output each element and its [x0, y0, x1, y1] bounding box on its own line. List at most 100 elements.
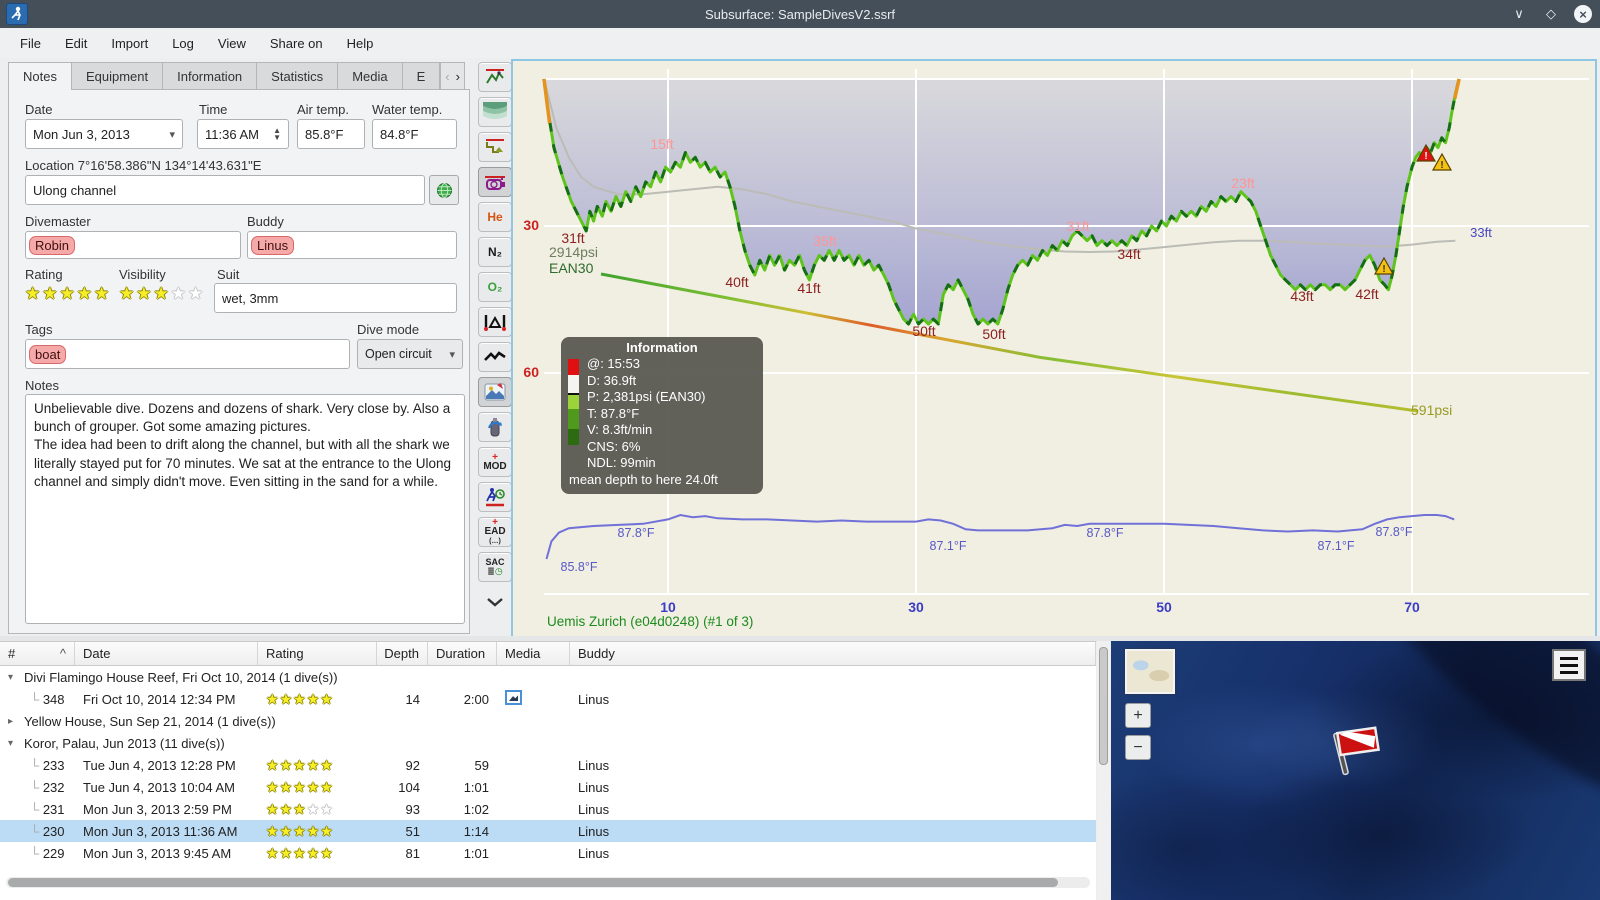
- tag-boat[interactable]: boat: [29, 344, 67, 364]
- trip-row[interactable]: ▾ Koror, Palau, Jun 2013 (11 dive(s)): [8, 735, 225, 751]
- dive-row-233[interactable]: └ 233 Tue Jun 4, 2013 12:28 PM ★★★★★ 92 59 Li…: [30, 756, 610, 773]
- spin-arrows-icon[interactable]: ▲ ▼: [273, 125, 281, 142]
- dive-profile-icon[interactable]: [478, 62, 512, 92]
- tab-notes[interactable]: Notes: [8, 62, 72, 90]
- air-temp-field[interactable]: 85.8°F: [297, 119, 365, 149]
- he-graph-icon[interactable]: He: [478, 202, 512, 232]
- dive-mode-select[interactable]: Open circuit ▾: [357, 339, 463, 369]
- close-icon[interactable]: ×: [1574, 5, 1592, 23]
- rating-label: Rating: [25, 267, 63, 282]
- ead-icon[interactable]: + EAD (…): [478, 517, 512, 547]
- maximize-icon[interactable]: ◇: [1546, 6, 1556, 21]
- visibility-stars[interactable]: ★★★★★: [119, 284, 206, 303]
- date-combobox[interactable]: Mon Jun 3, 2013 ▾: [25, 119, 183, 149]
- infobox-title: Information: [626, 340, 698, 355]
- dive-site-map[interactable]: + −: [1111, 641, 1600, 900]
- time-spinbox[interactable]: 11:36 AM ▲ ▼: [197, 119, 289, 149]
- dive-mode-label: Dive mode: [357, 322, 420, 337]
- water-temp-field[interactable]: 84.8°F: [372, 119, 457, 149]
- map-zoom-out-button[interactable]: −: [1125, 735, 1151, 760]
- gas-switch-icon[interactable]: [478, 412, 512, 442]
- svg-text:40ft: 40ft: [725, 274, 748, 290]
- column-header-rating[interactable]: Rating: [258, 642, 377, 665]
- deco-runtime-icon[interactable]: [478, 482, 512, 512]
- tab-media[interactable]: Media: [338, 62, 403, 90]
- tissue-heatmap-icon[interactable]: [478, 307, 512, 337]
- minimize-icon[interactable]: ∨: [1514, 6, 1524, 21]
- svg-text:23ft: 23ft: [1231, 175, 1254, 191]
- map-menu-icon[interactable]: [1552, 649, 1586, 681]
- dive-row-348[interactable]: └ 348 Fri Oct 10, 2014 12:34 PM ★★★★★ 14 2:0…: [30, 690, 610, 707]
- menu-share-on[interactable]: Share on: [269, 35, 323, 51]
- dive-list-vertical-scrollbar[interactable]: [1097, 641, 1110, 900]
- splitter[interactable]: [0, 636, 1600, 642]
- map-zoom-in-button[interactable]: +: [1125, 703, 1151, 728]
- divemaster-tag[interactable]: Robin: [29, 235, 75, 255]
- column-header-num[interactable]: # ^: [0, 642, 75, 665]
- trip-row[interactable]: ▸ Yellow House, Sun Sep 21, 2014 (1 dive(…: [8, 713, 276, 729]
- sac-icon[interactable]: SAC ≣◷: [478, 552, 512, 582]
- column-header-duration[interactable]: Duration: [428, 642, 497, 665]
- buddy-tag[interactable]: Linus: [251, 235, 295, 255]
- tank-bar-icon[interactable]: [478, 167, 512, 197]
- globe-button[interactable]: [429, 175, 459, 205]
- o2-graph-icon[interactable]: O₂: [478, 272, 512, 302]
- heart-rate-icon[interactable]: [478, 342, 512, 372]
- dive-row-231[interactable]: └ 231 Mon Jun 3, 2013 2:59 PM ★★★★★ 93 1:02 L…: [30, 800, 610, 817]
- tab-information[interactable]: Information: [163, 62, 258, 90]
- column-header-date[interactable]: Date: [75, 642, 258, 665]
- dive-flag-marker[interactable]: [1321, 711, 1391, 781]
- column-header-media[interactable]: Media: [497, 642, 570, 665]
- caret-expanded-icon[interactable]: ▾: [8, 671, 14, 683]
- tab-statistics[interactable]: Statistics: [257, 62, 339, 90]
- location-field[interactable]: Ulong channel: [25, 175, 425, 205]
- suit-field[interactable]: wet, 3mm: [214, 283, 457, 313]
- buddy-field[interactable]: Linus: [247, 231, 457, 259]
- buddy-label: Buddy: [247, 214, 284, 229]
- n2-graph-icon[interactable]: N₂: [478, 237, 512, 267]
- svg-text:42ft: 42ft: [1355, 286, 1378, 302]
- svg-text:15ft: 15ft: [650, 136, 673, 152]
- dive-row-232[interactable]: └ 232 Tue Jun 4, 2013 10:04 AM ★★★★★ 104 1:0…: [30, 778, 610, 795]
- svg-text:87.8°F: 87.8°F: [1376, 525, 1413, 539]
- notes-textarea[interactable]: Unbelievable dive. Dozens and dozens of …: [25, 394, 465, 624]
- column-header-buddy[interactable]: Buddy: [570, 642, 1096, 665]
- tags-label: Tags: [25, 322, 53, 337]
- tab-scroll-right-icon[interactable]: ›: [455, 69, 460, 84]
- dc-ceiling-icon[interactable]: [478, 132, 512, 162]
- dive-list-horizontal-scrollbar[interactable]: [6, 877, 1090, 888]
- menu-import[interactable]: Import: [111, 35, 149, 51]
- menu-bar: File Edit Import Log View Share on Help: [0, 28, 1600, 58]
- column-header-depth[interactable]: Depth: [377, 642, 428, 665]
- toolbar-scroll-down-icon[interactable]: [478, 587, 512, 617]
- media-thumbnail-icon[interactable]: [505, 690, 522, 705]
- warning-yellow[interactable]: !: [1431, 152, 1453, 171]
- caret-expanded-icon[interactable]: ▾: [8, 737, 14, 749]
- menu-help[interactable]: Help: [346, 35, 374, 51]
- overview-minimap[interactable]: [1125, 649, 1175, 694]
- divemaster-field[interactable]: Robin: [25, 231, 241, 259]
- mod-icon[interactable]: + MOD: [478, 447, 512, 477]
- calculated-ceiling-icon[interactable]: [478, 97, 512, 127]
- dive-row-230[interactable]: └ 230 Mon Jun 3, 2013 11:36 AM ★★★★★ 51 1:14…: [0, 820, 1096, 842]
- menu-edit[interactable]: Edit: [64, 35, 88, 51]
- profile-plot[interactable]: 15ft 31ft 40ft 41ft 35ft 50ft 50ft 31ft 34ft 23ft…: [513, 61, 1595, 637]
- tags-field[interactable]: boat: [25, 339, 350, 369]
- dive-profile-chart[interactable]: 15ft 31ft 40ft 41ft 35ft 50ft 50ft 31ft 34ft 23ft…: [511, 59, 1597, 639]
- rating-stars[interactable]: ★★★★★: [25, 284, 112, 303]
- photos-icon[interactable]: [478, 377, 512, 407]
- tab-scroll-left-icon[interactable]: ‹: [445, 69, 450, 84]
- tab-e[interactable]: E: [402, 62, 441, 90]
- infobox-line: @: 15:53: [587, 356, 640, 371]
- warning-yellow[interactable]: !: [1373, 256, 1395, 275]
- dive-rating-stars: ★★★★★: [266, 778, 334, 795]
- menu-view[interactable]: View: [217, 35, 246, 51]
- trip-row[interactable]: ▾ Divi Flamingo House Reef, Fri Oct 10, 2…: [8, 669, 338, 685]
- tab-equipment[interactable]: Equipment: [71, 62, 164, 90]
- menu-log[interactable]: Log: [172, 35, 194, 51]
- menu-file[interactable]: File: [20, 35, 41, 51]
- warning-red[interactable]: !: [1415, 143, 1437, 162]
- dive-row-229[interactable]: └ 229 Mon Jun 3, 2013 9:45 AM ★★★★★ 81 1:01 L…: [30, 844, 610, 861]
- caret-collapsed-icon[interactable]: ▸: [8, 715, 14, 727]
